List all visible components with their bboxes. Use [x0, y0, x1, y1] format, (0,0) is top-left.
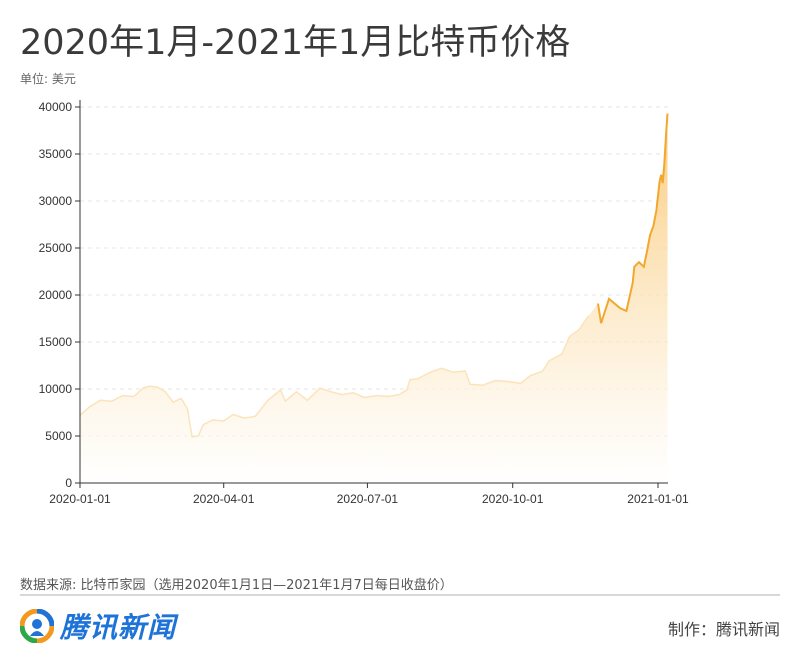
credit-text: 制作：腾讯新闻: [667, 620, 780, 639]
y-tick-label: 35000: [39, 147, 73, 161]
y-tick-label: 5000: [45, 429, 72, 443]
unit-label: 单位: 美元: [20, 72, 76, 86]
y-tick-label: 0: [65, 476, 72, 490]
tencent-news-logo: 腾讯新闻: [19, 606, 177, 646]
chart-title: 2020年1月-2021年1月比特币价格: [20, 23, 571, 63]
x-tick-label: 2021-01-01: [627, 492, 689, 506]
x-tick-label: 2020-04-01: [193, 492, 255, 506]
price-line-early: [79, 315, 590, 438]
y-tick-label: 20000: [39, 288, 73, 302]
x-tick-label: 2020-07-01: [337, 492, 399, 506]
y-tick-label: 30000: [39, 194, 73, 208]
tencent-news-logo-icon: [19, 608, 55, 644]
data-source-note: 数据来源: 比特币家园（选用2020年1月1日—2021年1月7日每日收盘价）: [20, 578, 453, 593]
y-tick-label: 10000: [39, 382, 73, 396]
price-area-chart: 0 5000 10000 15000 20000 25000 30000 35000 40000…: [39, 100, 689, 506]
x-tick-label: 2020-01-01: [49, 492, 111, 506]
price-line-late: [597, 113, 669, 324]
y-tick-label: 40000: [39, 100, 73, 114]
x-tick-label: 2020-10-01: [482, 492, 544, 506]
y-axis-ticks: 0 5000 10000 15000 20000 25000 30000 35000 40000: [39, 100, 80, 490]
footer-divider: [20, 594, 780, 596]
x-axis-ticks: 2020-01-01 2020-04-01 2020-07-01 2020-10-01…: [49, 483, 689, 506]
area-layer: [79, 113, 669, 483]
price-area-fill: [80, 113, 668, 483]
y-tick-label: 15000: [39, 335, 73, 349]
axes: [79, 100, 668, 484]
logo-text: 腾讯新闻: [60, 611, 177, 644]
y-tick-label: 25000: [39, 241, 73, 255]
